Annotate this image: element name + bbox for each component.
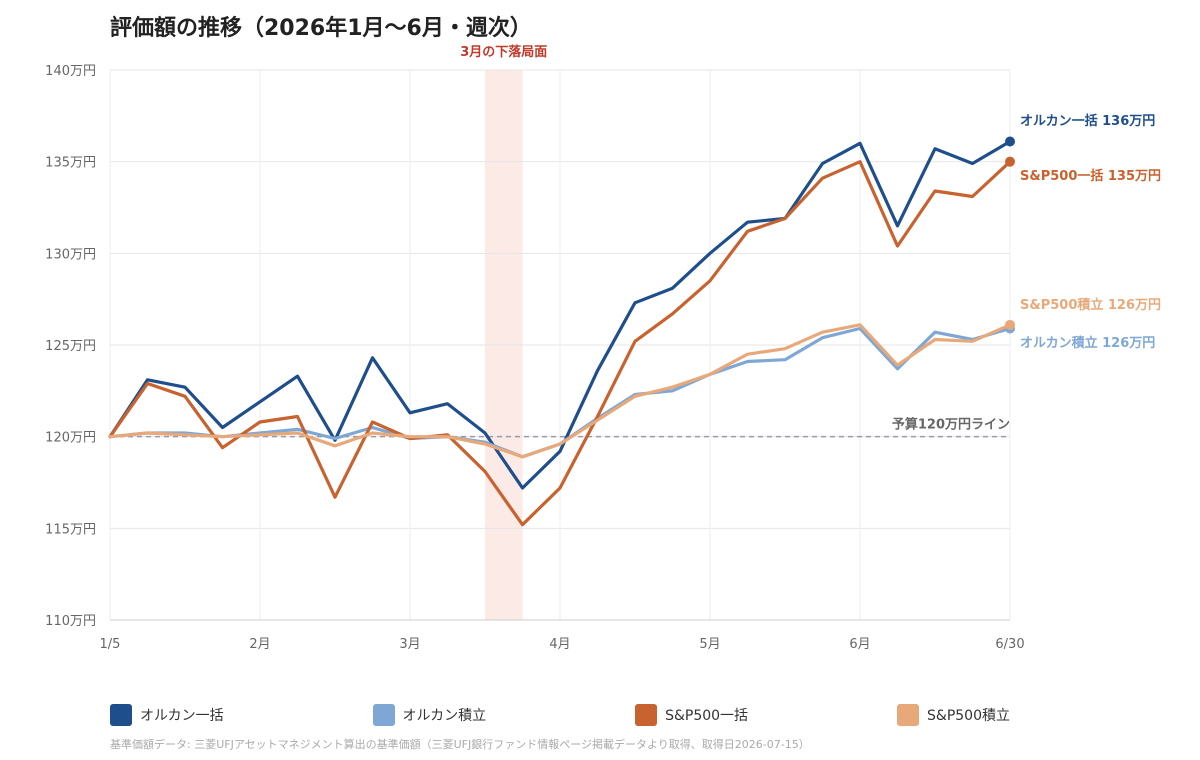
y-tick-label: 120万円 xyxy=(45,431,96,446)
y-tick-label: 130万円 xyxy=(45,247,96,262)
legend-swatch-orukan-lump xyxy=(110,704,132,726)
legend: オルカン一括 オルカン積立 S&P500一括 S&P500積立 xyxy=(110,704,1010,726)
series-end-label-orukan-lump: オルカン一括 136万円 xyxy=(1020,113,1155,129)
x-tick-label: 3月 xyxy=(399,637,420,652)
y-tick-label: 125万円 xyxy=(45,339,96,354)
y-tick-label: 140万円 xyxy=(45,64,96,79)
reference-line-label: 予算120万円ライン xyxy=(892,417,1010,433)
series-line-orukan-lump xyxy=(108,139,1012,490)
series-line-sp500-lump xyxy=(108,160,1012,527)
legend-label-orukan-lump: オルカン一括 xyxy=(140,708,224,724)
legend-swatch-sp500-tsumitate xyxy=(897,704,920,726)
x-tick-label: 6月 xyxy=(849,637,870,652)
series-end-point-sp500-tsumitate xyxy=(1005,319,1015,330)
chart-title: 評価額の推移（2026年1月〜6月・週次） xyxy=(110,16,532,41)
legend-label-sp500-tsumitate: S&P500積立 xyxy=(927,708,1010,724)
highlight-label: 3月の下落局面 xyxy=(460,44,547,60)
series-line-sp500-tsumitate xyxy=(108,323,1012,459)
series-end-label-sp500-tsumitate: S&P500積立 126万円 xyxy=(1020,297,1161,313)
source-note: 基準価額データ: 三菱UFJアセットマネジメント算出の基準価額（三菱UFJ銀行フ… xyxy=(110,738,810,751)
y-tick-label: 135万円 xyxy=(45,156,96,171)
chart-svg: 3月の下落局面 110万円 115万円 120万円 125万円 130万円 135万円 140… xyxy=(45,44,1161,652)
series-end-label-orukan-tsumitate: オルカン積立 126万円 xyxy=(1020,335,1155,351)
legend-label-orukan-tsumitate: オルカン積立 xyxy=(402,708,487,724)
x-tick-label: 1/5 xyxy=(100,637,121,652)
legend-item-orukan-tsumitate[interactable]: オルカン積立 xyxy=(372,704,487,726)
legend-swatch-orukan-tsumitate xyxy=(372,704,395,726)
x-tick-label: 6/30 xyxy=(995,637,1024,652)
y-tick-label: 110万円 xyxy=(45,614,96,629)
y-tick-label: 115万円 xyxy=(45,522,96,537)
legend-item-sp500-tsumitate[interactable]: S&P500積立 xyxy=(897,704,1010,726)
x-tick-label: 2月 xyxy=(249,637,270,652)
legend-swatch-sp500-lump xyxy=(635,704,658,726)
series-end-label-sp500-lump: S&P500一括 135万円 xyxy=(1020,168,1161,184)
series-end-point-sp500-lump xyxy=(1005,156,1015,167)
legend-item-orukan-lump[interactable]: オルカン一括 xyxy=(110,704,224,726)
legend-label-sp500-lump: S&P500一括 xyxy=(665,708,749,724)
series-end-point-orukan-lump xyxy=(1005,136,1015,147)
legend-item-sp500-lump[interactable]: S&P500一括 xyxy=(635,704,748,726)
x-tick-label: 4月 xyxy=(549,637,570,652)
x-tick-label: 5月 xyxy=(699,637,720,652)
